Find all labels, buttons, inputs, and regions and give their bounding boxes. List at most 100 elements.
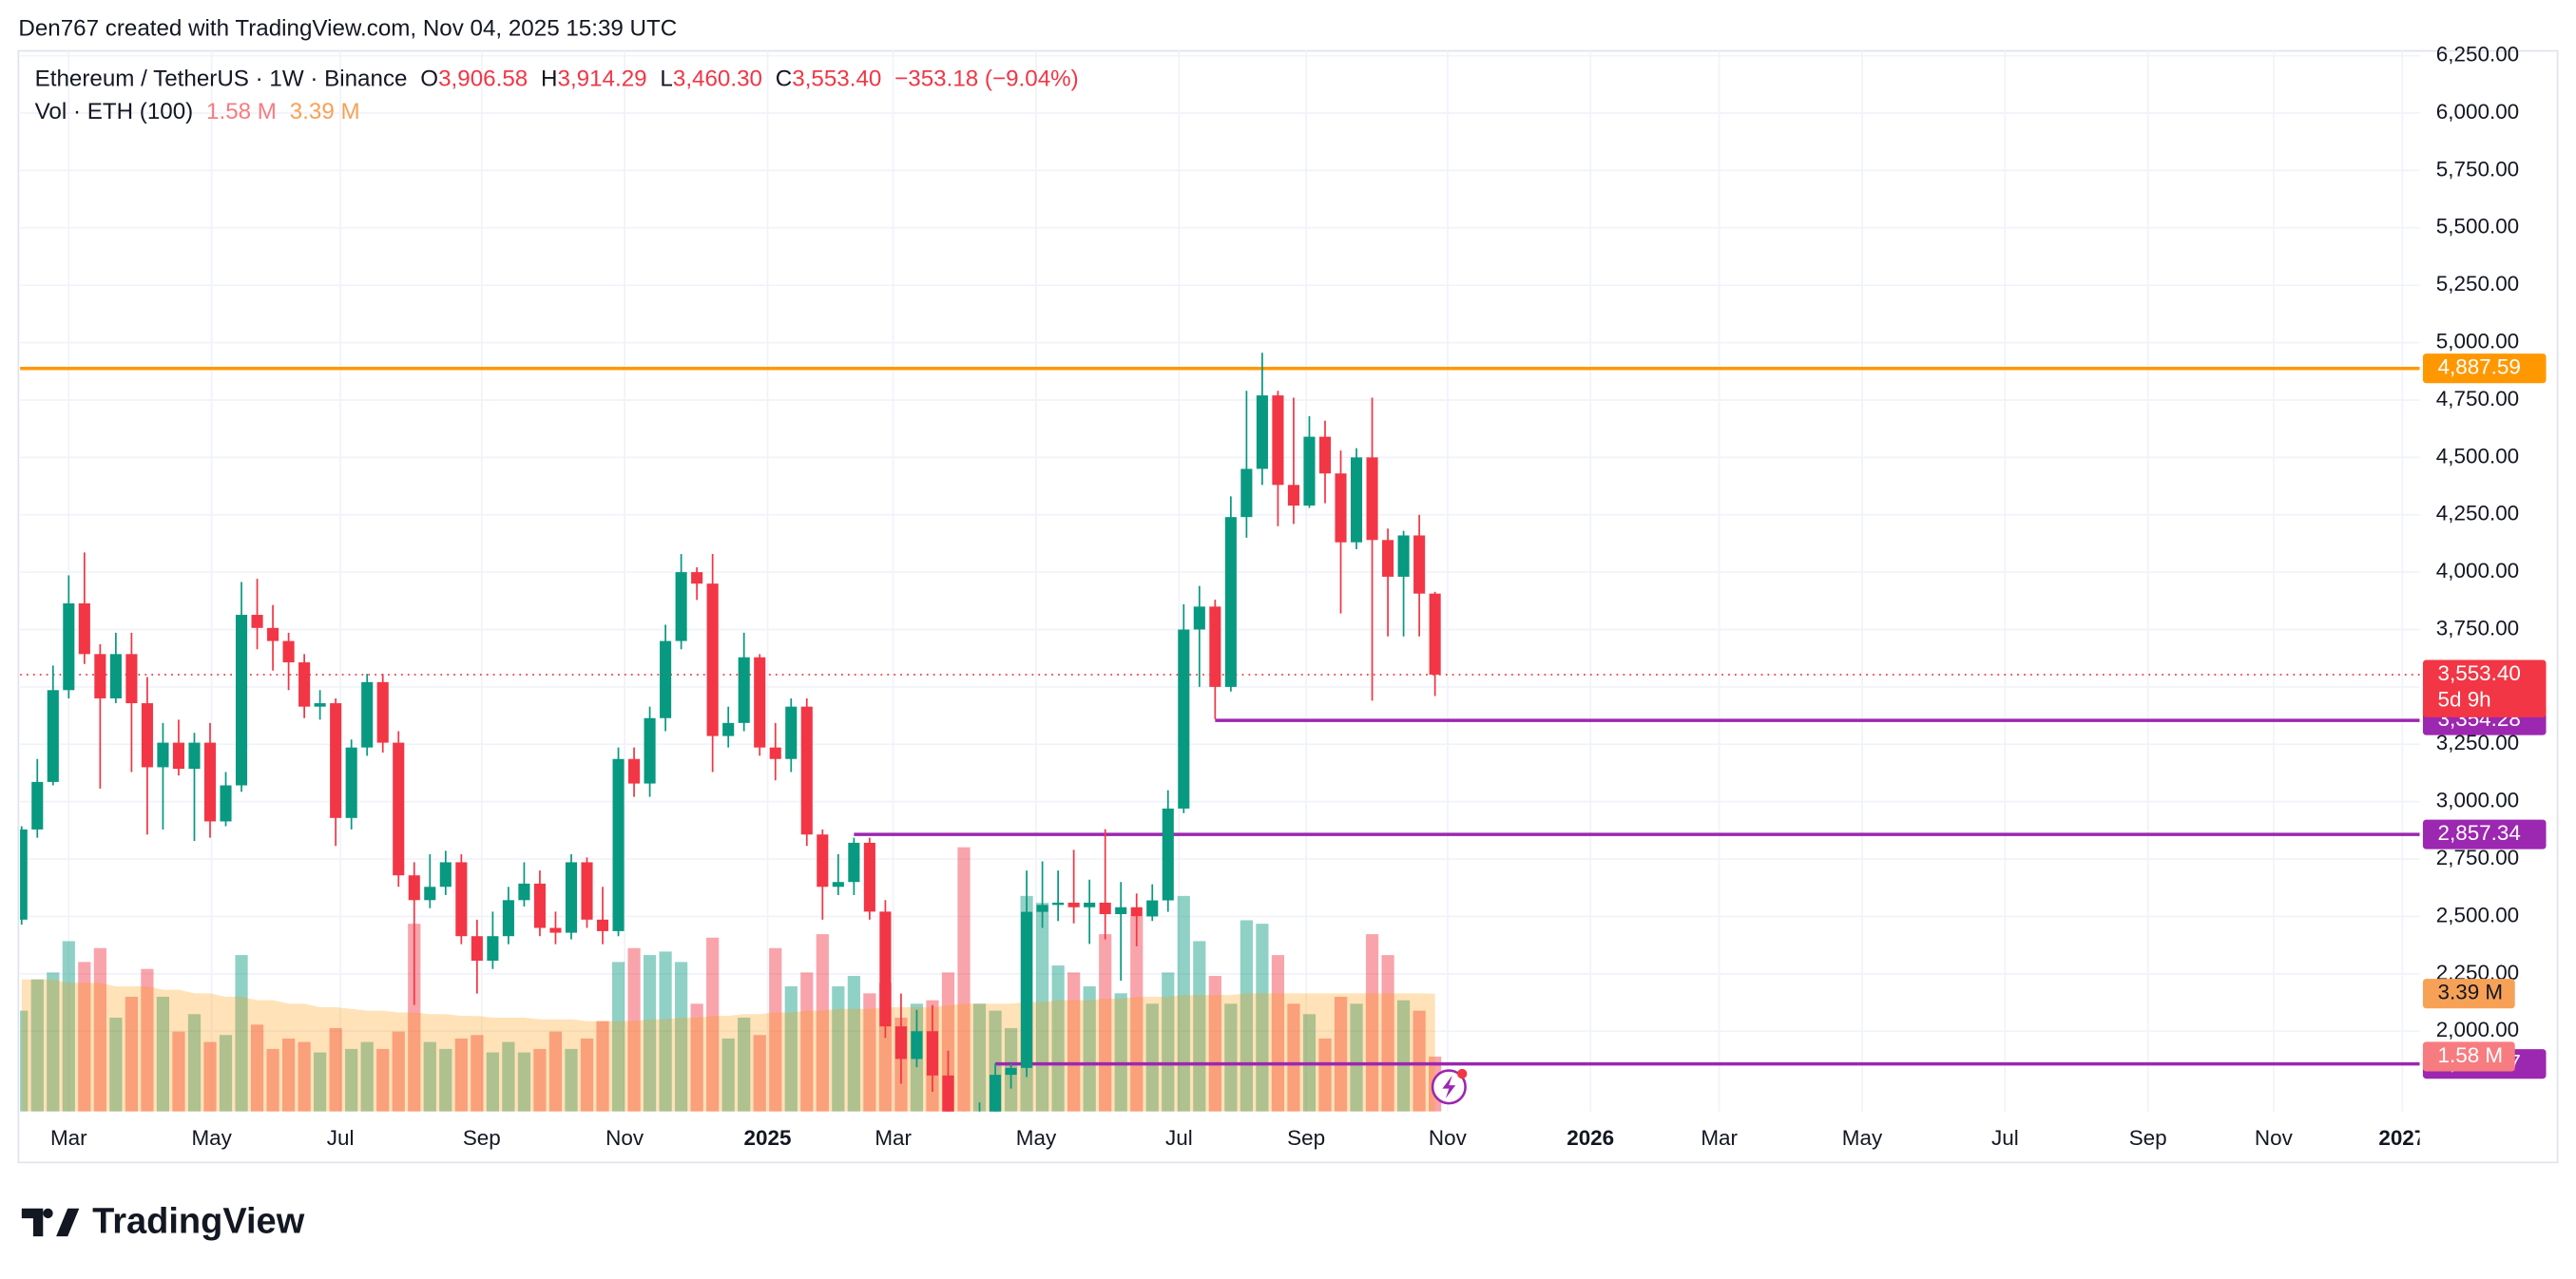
candle-body [1052,902,1065,906]
volume-bar [203,1041,217,1112]
volume-bar [1271,955,1285,1112]
y-tick-label: 5,000.00 [2436,330,2519,353]
volume-bar [1208,976,1221,1112]
volume-bar [486,1052,499,1112]
volume-bar [392,1031,405,1112]
candle-body [565,862,578,933]
volume-bar [738,1017,751,1112]
volume-ma-area [21,979,1435,1112]
volume-bar [187,1014,202,1112]
volume-ma: 3.39 M [290,100,360,125]
alert-bolt [1442,1075,1456,1098]
change: −353.18 (−9.04%) [894,67,1079,92]
alert-icon[interactable] [1431,1068,1468,1105]
y-tick-label: 6,000.00 [2436,100,2519,124]
volume-bar [1145,1003,1159,1112]
volume-bar [454,1038,468,1112]
ohlc-key: L [660,67,672,92]
volume-bar [1413,1010,1426,1112]
volume-bar [376,1048,390,1112]
volume-bar [250,1024,264,1112]
volume-bar [517,1052,531,1112]
grid [20,50,2420,1112]
volume-bar [675,962,688,1112]
candle-body [1335,473,1347,543]
volume-pane [20,847,1442,1112]
volume-bar [329,1027,342,1112]
x-tick-label: Sep [463,1126,501,1150]
candle-body [235,615,248,786]
volume-ma-label: 3.39 M [2437,981,2503,1004]
ohlc-value: 3,914.29 [558,67,647,92]
ohlc-key: H [541,67,557,92]
volume-bar [643,955,657,1112]
candle-body [1350,457,1363,543]
volume-bar [800,972,814,1112]
candle-body [785,706,798,759]
candle-body [738,657,750,723]
level-label: 2,857.34 [2437,821,2520,845]
candle-body [754,657,766,748]
volume-bar [1381,955,1394,1112]
candle-body [408,875,420,901]
y-tick-label: 2,000.00 [2436,1018,2519,1041]
x-tick-label: May [1842,1126,1883,1150]
x-tick-label: 2027 [2378,1126,2426,1150]
last-price-label: 3,553.40 [2437,661,2520,685]
volume-bar [109,1017,123,1112]
candle-body [769,747,781,759]
levels [20,366,2420,1066]
volume-bar [847,976,860,1112]
volume-bar [1099,934,1112,1112]
volume-bar [471,1035,484,1112]
y-tick-label: 4,250.00 [2436,502,2519,525]
candle-body [141,703,153,768]
watermark: Den767 created with TradingView.com, Nov… [18,15,677,41]
y-tick-label: 2,500.00 [2436,903,2519,926]
candle-body [722,722,735,736]
x-tick-label: Nov [2255,1126,2294,1150]
candle-body [1287,485,1299,506]
volume-bar [78,962,91,1112]
candle-body [203,742,217,822]
volume-bar [548,1031,563,1112]
volume-bar [832,986,845,1112]
candle-body [424,887,436,901]
volume-bar [1083,986,1096,1112]
volume-ma-box [2422,979,2515,1009]
x-tick-label: Mar [875,1126,912,1150]
candle-body [502,900,514,937]
volume-bar [784,986,798,1112]
candle-body [1162,808,1174,901]
volume-bar [769,947,782,1112]
y-tick-label: 4,500.00 [2436,444,2519,468]
candle-body [298,662,311,707]
volume-name: Vol · ETH (100) [35,100,194,125]
volume-bar [1287,1003,1300,1112]
x-tick-label: Nov [1429,1126,1468,1150]
candle-body [989,1075,1002,1112]
candle-body [393,742,405,876]
volume-bar [1334,996,1348,1112]
volume-bar [611,962,625,1112]
candle-body [1084,902,1096,907]
candle-body [282,640,295,663]
y-tick-label: 4,000.00 [2436,559,2519,582]
candle-body [691,572,703,584]
candle-body [926,1031,939,1076]
volume-bar [565,1048,578,1112]
volume-bar [627,947,641,1112]
candle-body [1413,535,1426,594]
candle-body [848,842,860,883]
volume-bar [1051,965,1065,1112]
volume-bar [596,1021,609,1112]
legend-volume: Vol · ETH (100) 1.58 M 3.39 M [35,100,360,125]
x-tick-label: 2025 [744,1126,792,1150]
candle-body [1036,905,1048,912]
volume-bar [1114,993,1127,1112]
ohlc-key: O [420,67,438,92]
candle-body [94,654,106,698]
volume-bar [721,1038,735,1112]
volume-bar [20,1010,29,1112]
